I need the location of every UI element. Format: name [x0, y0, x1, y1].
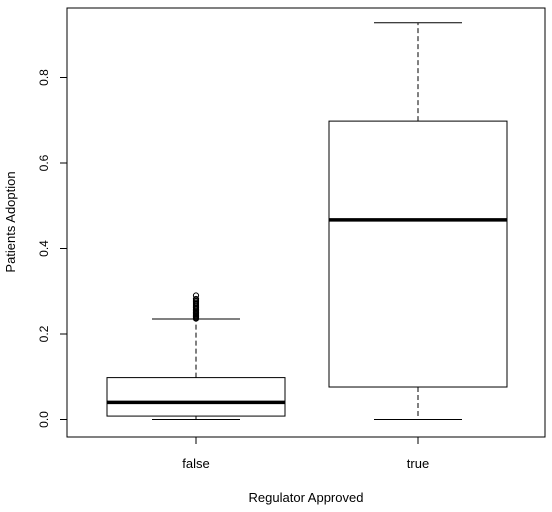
outlier-point — [192, 292, 200, 299]
box-false — [106, 292, 286, 420]
box-true — [328, 22, 508, 420]
y-tick-label: 0.8 — [37, 69, 51, 86]
x-axis-label: Regulator Approved — [249, 490, 364, 505]
y-tick-label: 0.6 — [37, 154, 51, 171]
iqr-box — [328, 120, 508, 388]
y-axis-label: Patients Adoption — [3, 171, 18, 272]
x-tick-label: true — [407, 456, 429, 471]
iqr-box — [106, 377, 286, 417]
y-tick-label: 0.4 — [37, 240, 51, 257]
boxes — [106, 22, 508, 420]
y-axis: 0.0 0.2 0.4 0.6 0.8 — [37, 69, 68, 428]
y-tick-label: 0.2 — [37, 325, 51, 342]
x-tick-label: false — [182, 456, 209, 471]
outlier-point — [192, 295, 200, 303]
x-axis: false true — [182, 437, 429, 471]
y-tick-label: 0.0 — [37, 411, 51, 428]
